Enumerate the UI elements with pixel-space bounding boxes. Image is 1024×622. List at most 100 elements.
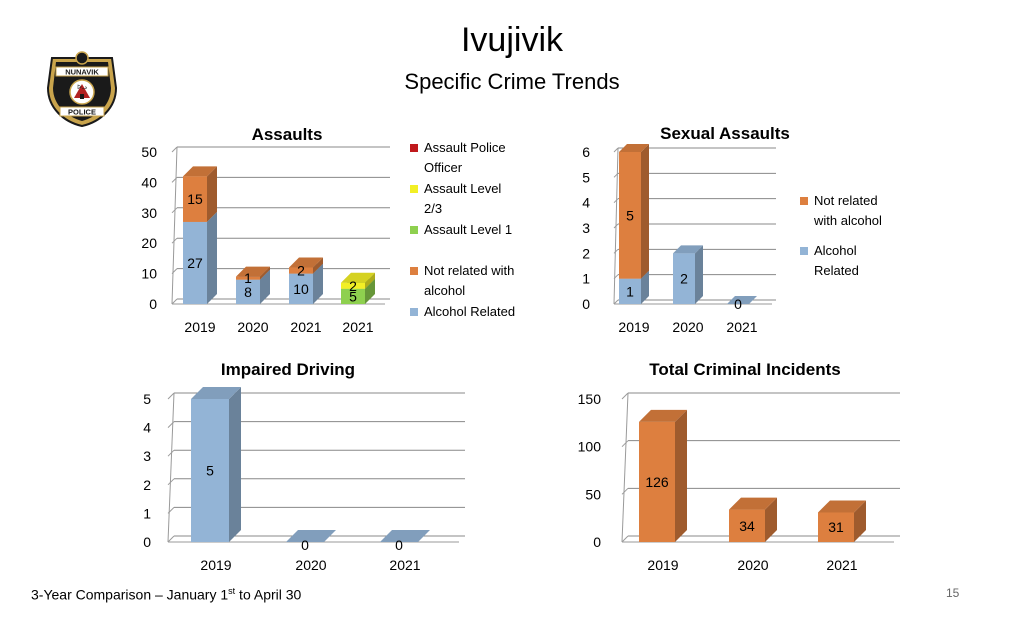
assaults-legend-label: Assault Police <box>424 140 506 155</box>
impaired-bar-top <box>286 530 336 542</box>
sexual-bar-zero-top <box>727 296 757 304</box>
assaults-bar-side <box>260 266 270 280</box>
impaired-ytick: 5 <box>143 391 151 407</box>
sexual-legend-swatch <box>800 197 808 205</box>
assaults-bar-side <box>365 272 375 289</box>
total-bar-top <box>818 500 866 513</box>
assaults-legend-swatch <box>410 308 418 316</box>
assaults-grid-depth <box>171 268 178 274</box>
impaired-bar-top <box>191 387 241 399</box>
impaired-bar-side <box>229 387 241 542</box>
assaults-legend-swatch <box>410 267 418 275</box>
sexual-legend-label: with alcohol <box>813 213 882 228</box>
sexual-bar <box>619 278 641 304</box>
total-ytick: 150 <box>578 391 602 407</box>
assaults-bar-side <box>207 211 217 304</box>
assaults-bar <box>183 176 207 222</box>
assaults-ytick: 10 <box>141 266 157 282</box>
assaults-bar-side <box>260 269 270 304</box>
assaults-data-label: 27 <box>187 255 203 271</box>
total-xtick: 2019 <box>647 557 678 573</box>
impaired-data-label: 0 <box>395 537 403 553</box>
impaired-xtick: 2019 <box>200 557 231 573</box>
total-grid-depth <box>621 535 629 543</box>
impaired-grid-depth <box>167 535 175 543</box>
sexual-grid-depth <box>613 147 619 153</box>
sexual-grid-depth <box>613 172 619 178</box>
assaults-legend-label: alcohol <box>424 283 465 298</box>
assaults-legend-swatch <box>410 144 418 152</box>
assaults-data-label: 5 <box>349 288 357 304</box>
sexual-bar-side <box>641 270 649 304</box>
assaults-legend-label: 2/3 <box>424 201 442 216</box>
footer-text-start: 3-Year Comparison – January 1 <box>31 586 229 603</box>
total-ytick: 100 <box>578 439 602 455</box>
total-data-label: 34 <box>739 518 755 534</box>
impaired-grid-depth <box>167 507 175 514</box>
sexual-xtick: 2020 <box>672 319 703 335</box>
sexual-ytick: 6 <box>582 144 590 160</box>
assaults-grid-depth <box>171 146 178 153</box>
sexual-ytick: 4 <box>582 195 590 211</box>
assaults-bar-top <box>289 257 323 268</box>
page-number: 15 <box>946 586 960 600</box>
impaired-xtick: 2020 <box>295 557 326 573</box>
sexual-data-label: 2 <box>680 271 688 287</box>
assaults-xtick: 2019 <box>184 319 215 335</box>
impaired-data-label: 0 <box>301 537 309 553</box>
svg-text:ᐅᓗ: ᐅᓗ <box>77 85 87 91</box>
svg-text:NUNAVIK: NUNAVIK <box>65 68 99 77</box>
sexual-grid-depth <box>613 299 619 305</box>
total-grid-depth <box>621 440 629 448</box>
impaired-grid-depth <box>167 392 175 400</box>
total-bar <box>818 512 854 542</box>
assaults-ytick: 30 <box>141 205 157 221</box>
assaults-bar <box>341 282 365 289</box>
impaired-ytick: 3 <box>143 448 151 464</box>
assaults-bar-side <box>207 166 217 222</box>
assaults-bar-side <box>365 278 375 304</box>
nunavik-police-logo: NUNAVIK ᐅᓗ POLICE <box>44 48 120 128</box>
sexual-bar <box>619 152 641 279</box>
total-bar-side <box>675 409 687 542</box>
impaired-xtick: 2021 <box>389 557 420 573</box>
impaired-ytick: 2 <box>143 477 151 493</box>
total-xtick: 2020 <box>737 557 768 573</box>
assaults-legend-label: Officer <box>424 160 463 175</box>
impaired-bar-top <box>380 530 430 542</box>
slide-subtitle: Specific Crime Trends <box>404 69 620 94</box>
total-bar-side <box>765 497 777 542</box>
assaults-legend-swatch <box>410 185 418 193</box>
assaults-data-label: 2 <box>297 263 305 279</box>
assaults-data-label: 1 <box>244 270 252 286</box>
sexual-ytick: 5 <box>582 169 590 185</box>
sexual-grid-depth <box>613 248 619 254</box>
total-data-label: 31 <box>828 519 844 535</box>
assaults-bar-top <box>341 272 375 283</box>
sexual-grid-depth <box>613 274 619 280</box>
svg-text:POLICE: POLICE <box>68 108 96 117</box>
assaults-data-label: 2 <box>349 278 357 294</box>
impaired-data-label: 5 <box>206 463 214 479</box>
total-bar-side <box>854 500 866 542</box>
assaults-bar-side <box>313 257 323 274</box>
sexual-bar-side <box>695 245 703 304</box>
assaults-bar-top <box>236 266 270 277</box>
assaults-xtick: 2021 <box>342 319 373 335</box>
assaults-legend-label: Alcohol Related <box>424 304 515 319</box>
footer-superscript: st <box>228 586 236 596</box>
impaired-grid-depth <box>167 449 175 457</box>
total-title: Total Criminal Incidents <box>649 360 840 379</box>
total-bar <box>639 421 675 542</box>
assaults-title: Assaults <box>252 125 323 144</box>
total-ytick: 0 <box>593 534 601 550</box>
assaults-grid-depth <box>171 237 178 244</box>
total-grid-depth <box>621 392 629 400</box>
assaults-bar-top <box>183 166 217 177</box>
assaults-bar <box>236 279 260 304</box>
total-side-wall <box>621 392 629 543</box>
impaired-side-wall <box>167 392 175 543</box>
footer-text: 3-Year Comparison – January 1st to April… <box>31 586 301 603</box>
sexual-ytick: 1 <box>582 271 590 287</box>
sexual-legend-label: Related <box>814 263 859 278</box>
